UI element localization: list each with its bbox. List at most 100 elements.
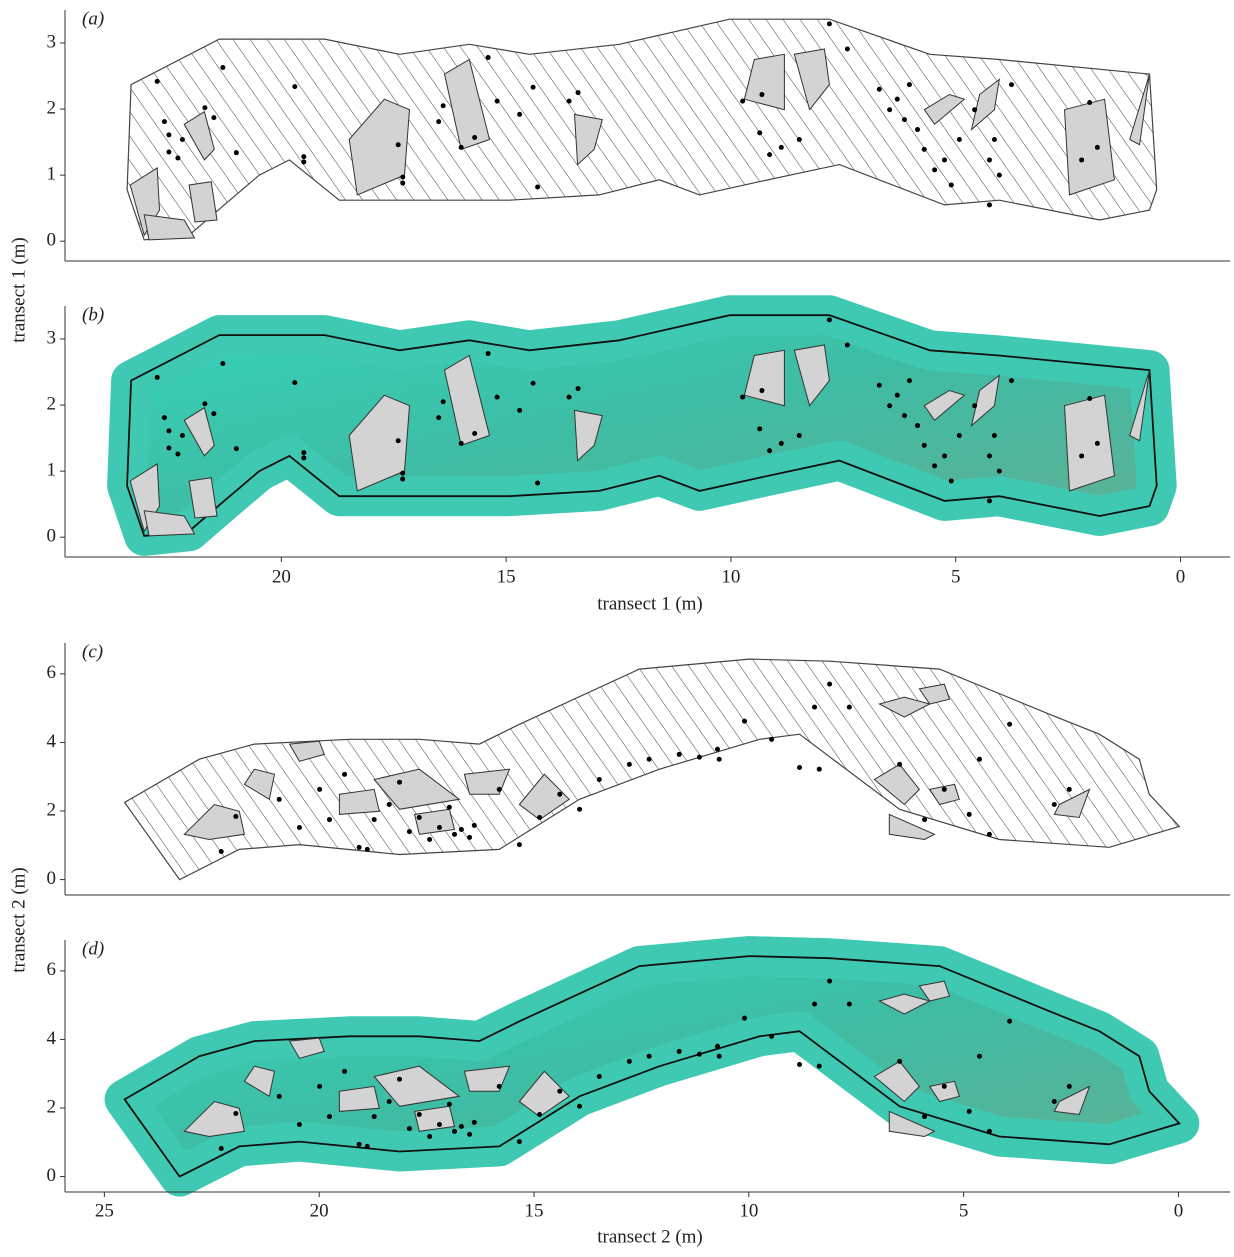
- point: [987, 832, 992, 837]
- y-tick-label: 0: [47, 230, 57, 251]
- point: [567, 99, 572, 104]
- point: [987, 157, 992, 162]
- point: [957, 137, 962, 142]
- point: [757, 130, 762, 135]
- point: [517, 1139, 522, 1144]
- point: [997, 469, 1002, 474]
- y-tick-label: 1: [47, 163, 57, 184]
- y-axis-label: transect 1 (m): [8, 237, 29, 343]
- habitat-outline: [127, 19, 1157, 240]
- point: [797, 1062, 802, 1067]
- point: [517, 408, 522, 413]
- point: [922, 147, 927, 152]
- point: [557, 1089, 562, 1094]
- point: [327, 1114, 332, 1119]
- point: [407, 1126, 412, 1131]
- point: [1095, 145, 1100, 150]
- point: [397, 780, 402, 785]
- point: [897, 762, 902, 767]
- point: [317, 1084, 322, 1089]
- point: [365, 847, 370, 852]
- point: [942, 453, 947, 458]
- point: [1067, 787, 1072, 792]
- y-tick-label: 0: [47, 868, 57, 889]
- point: [155, 79, 160, 84]
- point: [497, 1084, 502, 1089]
- point: [220, 361, 225, 366]
- point: [576, 90, 581, 95]
- point: [166, 132, 171, 137]
- point: [297, 825, 302, 830]
- point: [472, 431, 477, 436]
- point: [537, 1112, 542, 1117]
- point: [915, 127, 920, 132]
- point: [277, 1094, 282, 1099]
- point: [907, 82, 912, 87]
- point: [452, 1129, 457, 1134]
- point: [233, 1111, 238, 1116]
- point: [972, 403, 977, 408]
- rock: [415, 809, 455, 834]
- rock: [339, 1086, 379, 1111]
- point: [162, 415, 167, 420]
- point: [992, 433, 997, 438]
- point: [180, 137, 185, 142]
- point: [297, 1122, 302, 1127]
- y-tick-label: 2: [47, 799, 57, 820]
- point: [495, 395, 500, 400]
- point: [557, 792, 562, 797]
- point: [436, 415, 441, 420]
- point: [697, 1052, 702, 1057]
- point: [219, 849, 224, 854]
- point: [219, 1146, 224, 1151]
- point: [220, 65, 225, 70]
- point: [437, 825, 442, 830]
- point: [537, 815, 542, 820]
- point: [1079, 453, 1084, 458]
- point: [922, 443, 927, 448]
- rock: [339, 789, 379, 814]
- point: [845, 46, 850, 51]
- panel-label: (d): [82, 938, 104, 959]
- point: [357, 1142, 362, 1147]
- point: [715, 747, 720, 752]
- x-axis-label: transect 1 (m): [597, 593, 703, 614]
- x-tick-label: 25: [95, 1200, 114, 1221]
- point: [342, 772, 347, 777]
- point: [202, 105, 207, 110]
- point: [967, 812, 972, 817]
- point: [535, 185, 540, 190]
- point: [486, 55, 491, 60]
- point: [647, 757, 652, 762]
- y-tick-label: 2: [47, 1096, 57, 1117]
- point: [922, 817, 927, 822]
- point: [967, 1109, 972, 1114]
- point: [767, 152, 772, 157]
- point: [301, 154, 306, 159]
- point: [740, 99, 745, 104]
- point: [817, 767, 822, 772]
- point: [769, 1034, 774, 1039]
- y-tick-label: 0: [47, 526, 57, 547]
- point: [949, 479, 954, 484]
- point: [441, 399, 446, 404]
- point: [757, 426, 762, 431]
- point: [531, 381, 536, 386]
- point: [234, 446, 239, 451]
- x-tick-label: 0: [1174, 1200, 1184, 1221]
- point: [301, 450, 306, 455]
- point: [647, 1054, 652, 1059]
- point: [301, 455, 306, 460]
- point: [817, 1064, 822, 1069]
- point: [517, 842, 522, 847]
- point: [847, 1002, 852, 1007]
- point: [895, 97, 900, 102]
- point: [400, 181, 405, 186]
- point: [827, 979, 832, 984]
- point: [597, 1074, 602, 1079]
- page: {"chart_data": [ {"type": "map", "panel_…: [0, 0, 1234, 1257]
- point: [175, 451, 180, 456]
- point: [677, 752, 682, 757]
- point: [1079, 157, 1084, 162]
- x-tick-label: 20: [310, 1200, 329, 1221]
